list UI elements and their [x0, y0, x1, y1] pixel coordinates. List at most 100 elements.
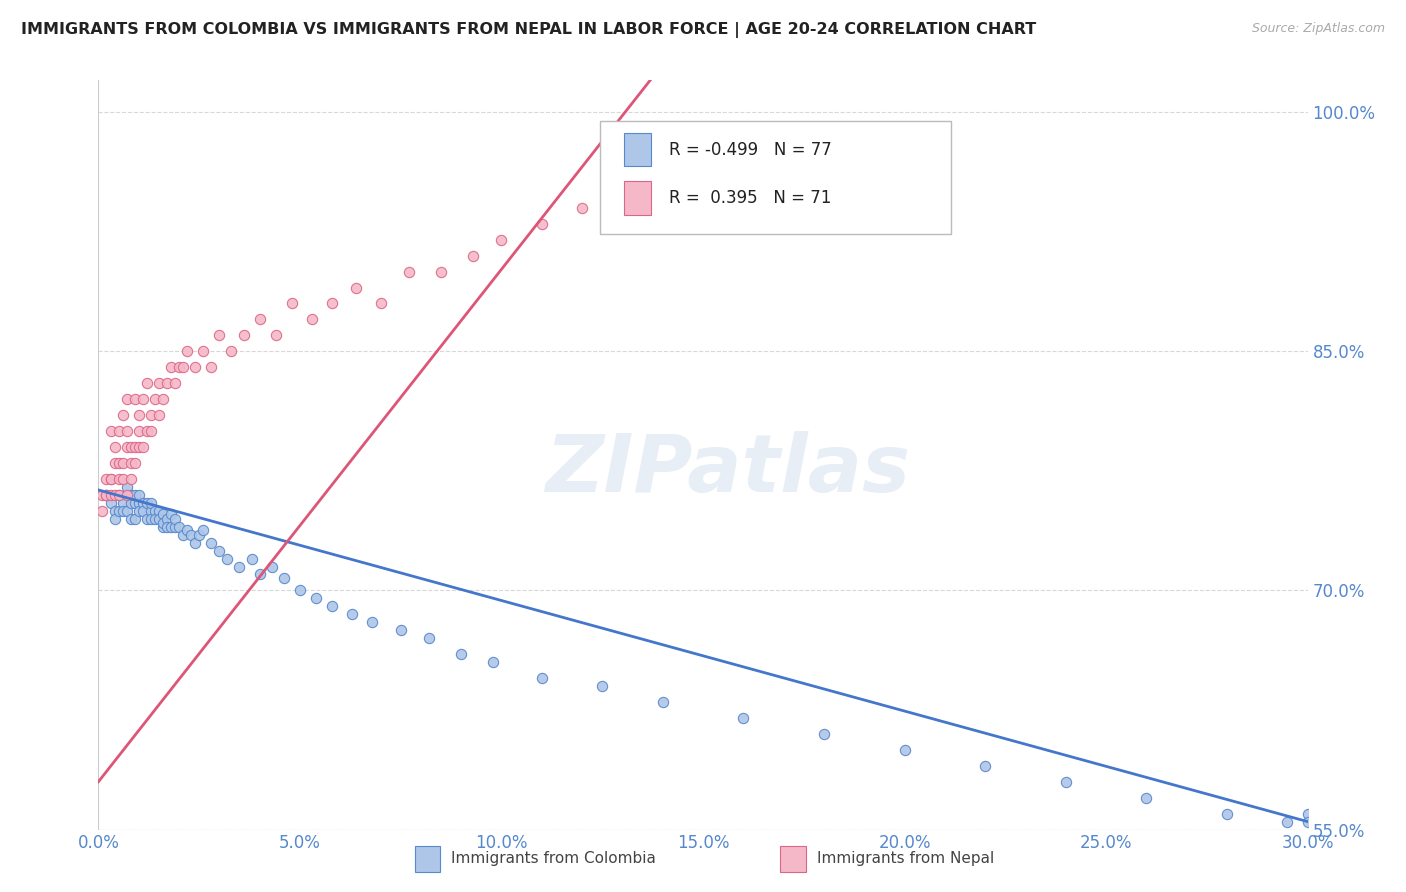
Point: [128, 408, 150, 422]
Point: [96, 472, 118, 486]
Text: Immigrants from Colombia: Immigrants from Colombia: [451, 852, 657, 866]
Point: [228, 559, 250, 574]
Point: [733, 711, 755, 725]
Point: [430, 264, 453, 278]
Point: [264, 328, 287, 343]
Point: [103, 440, 125, 454]
Point: [96, 488, 118, 502]
Point: [160, 519, 183, 533]
Point: [115, 392, 138, 406]
Point: [148, 511, 170, 525]
Point: [163, 519, 186, 533]
Point: [167, 360, 190, 375]
Point: [91, 504, 114, 518]
Point: [163, 376, 186, 391]
Point: [91, 488, 114, 502]
Point: [370, 296, 392, 310]
Point: [1296, 814, 1319, 829]
Point: [103, 456, 125, 470]
Point: [184, 535, 207, 549]
Point: [111, 504, 134, 518]
Point: [124, 440, 146, 454]
Point: [128, 496, 150, 510]
Point: [128, 424, 150, 438]
Point: [115, 424, 138, 438]
Point: [530, 217, 553, 231]
Point: [100, 424, 122, 438]
Point: [1296, 806, 1319, 821]
Point: [172, 527, 194, 541]
Point: [148, 504, 170, 518]
Text: R = -0.499   N = 77: R = -0.499 N = 77: [669, 141, 832, 159]
Point: [120, 496, 142, 510]
Point: [132, 440, 155, 454]
Point: [418, 632, 440, 646]
Point: [124, 488, 146, 502]
Point: [163, 511, 186, 525]
Point: [107, 504, 129, 518]
Point: [321, 599, 343, 614]
Point: [342, 607, 364, 622]
Point: [463, 249, 485, 263]
Point: [132, 496, 155, 510]
Point: [135, 496, 157, 510]
Point: [139, 408, 162, 422]
Point: [111, 496, 134, 510]
Point: [152, 392, 174, 406]
Point: [193, 523, 215, 537]
Point: [107, 472, 129, 486]
Point: [156, 376, 179, 391]
Point: [120, 488, 142, 502]
Point: [120, 456, 142, 470]
Text: Immigrants from Nepal: Immigrants from Nepal: [817, 852, 994, 866]
Point: [176, 344, 198, 359]
Point: [107, 424, 129, 438]
Point: [184, 360, 207, 375]
Point: [273, 571, 295, 585]
Point: [100, 472, 122, 486]
Point: [305, 591, 328, 606]
Point: [152, 519, 174, 533]
Point: [281, 296, 304, 310]
Point: [120, 440, 142, 454]
Point: [398, 264, 420, 278]
Point: [148, 408, 170, 422]
Point: [107, 488, 129, 502]
Point: [193, 344, 215, 359]
Bar: [624, 133, 651, 167]
Point: [571, 201, 593, 215]
Point: [631, 185, 654, 199]
Point: [288, 583, 311, 598]
Point: [152, 516, 174, 531]
Point: [651, 695, 673, 709]
Text: IMMIGRANTS FROM COLOMBIA VS IMMIGRANTS FROM NEPAL IN LABOR FORCE | AGE 20-24 COR: IMMIGRANTS FROM COLOMBIA VS IMMIGRANTS F…: [21, 22, 1036, 38]
Point: [240, 551, 263, 566]
Point: [100, 496, 122, 510]
Point: [176, 523, 198, 537]
Point: [389, 624, 412, 638]
Point: [128, 504, 150, 518]
Text: Source: ZipAtlas.com: Source: ZipAtlas.com: [1251, 22, 1385, 36]
Point: [188, 527, 211, 541]
FancyBboxPatch shape: [600, 121, 950, 234]
Point: [143, 504, 166, 518]
Point: [107, 456, 129, 470]
Point: [115, 480, 138, 494]
Point: [893, 743, 915, 757]
Point: [124, 511, 146, 525]
Point: [128, 440, 150, 454]
Point: [301, 312, 323, 326]
Point: [120, 472, 142, 486]
Point: [143, 392, 166, 406]
Point: [361, 615, 384, 630]
Text: R =  0.395   N = 71: R = 0.395 N = 71: [669, 189, 831, 207]
Point: [124, 392, 146, 406]
Point: [208, 328, 231, 343]
Point: [111, 408, 134, 422]
Point: [156, 519, 179, 533]
Point: [813, 727, 835, 741]
Point: [221, 344, 243, 359]
Point: [115, 504, 138, 518]
Point: [160, 507, 183, 521]
Point: [103, 488, 125, 502]
